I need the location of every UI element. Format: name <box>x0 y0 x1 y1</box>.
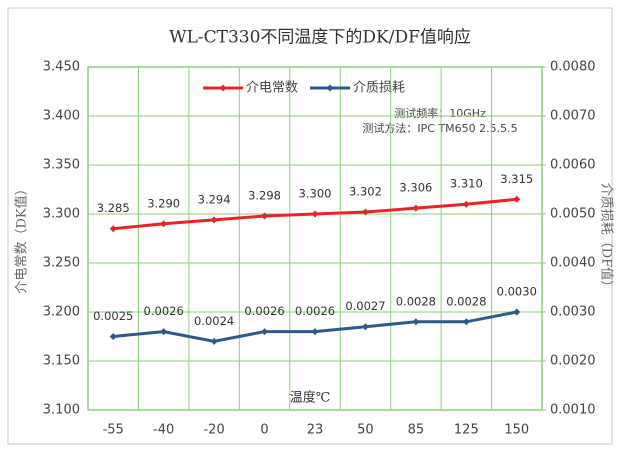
y2-axis-label: 介质损耗（DF值） <box>599 183 615 293</box>
point <box>462 318 470 326</box>
point <box>311 210 319 218</box>
point <box>513 308 521 316</box>
annotation: 测试方法：IPC TM650 2.5.5.5 <box>362 121 517 135</box>
y2-tick-label: 0.0030 <box>550 305 596 320</box>
y-tick-label: 3.400 <box>43 109 80 124</box>
data-label: 3.306 <box>399 181 432 195</box>
data-label: 0.0026 <box>244 304 284 318</box>
y-tick-label: 3.350 <box>43 158 80 173</box>
data-label: 0.0027 <box>345 299 385 313</box>
plot-border <box>87 66 543 411</box>
data-label: 3.310 <box>450 177 483 191</box>
y-tick-label: 3.250 <box>43 256 80 271</box>
point <box>462 200 470 208</box>
y-tick-label: 3.450 <box>43 60 80 75</box>
point <box>210 337 218 345</box>
x-tick-label: 50 <box>357 423 374 438</box>
y2-tick-label: 0.0050 <box>550 207 596 222</box>
point <box>513 195 521 203</box>
x-tick-label: 125 <box>454 423 479 438</box>
legend-label: 介电常数 <box>246 81 298 96</box>
chart-title: WL-CT330不同温度下的DK/DF值响应 <box>169 28 471 48</box>
data-label: 3.290 <box>147 196 180 210</box>
y2-tick-label: 0.0020 <box>550 354 596 369</box>
x-tick-label: -20 <box>203 423 224 438</box>
data-label: 3.285 <box>97 201 130 215</box>
x-tick-label: 150 <box>504 423 529 438</box>
data-label: 3.294 <box>198 192 231 206</box>
data-label: 0.0026 <box>144 304 184 318</box>
data-label: 3.302 <box>349 185 382 199</box>
data-label: 3.300 <box>299 187 332 201</box>
point <box>109 225 117 233</box>
y-tick-label: 3.100 <box>43 403 80 418</box>
y2-tick-label: 0.0060 <box>550 158 596 173</box>
chart-frame <box>7 7 613 445</box>
data-label: 0.0028 <box>396 294 436 308</box>
x-tick-label: 23 <box>307 423 324 438</box>
data-label: 3.298 <box>248 188 281 202</box>
y2-tick-label: 0.0010 <box>550 403 596 418</box>
point <box>160 220 168 228</box>
point <box>311 328 319 336</box>
data-label: 0.0026 <box>295 304 335 318</box>
point <box>210 216 218 224</box>
point <box>412 318 420 326</box>
data-label: 0.0024 <box>194 314 234 328</box>
y-tick-label: 3.200 <box>43 305 80 320</box>
data-label: 0.0028 <box>446 294 486 308</box>
x-tick-label: 0 <box>260 423 268 438</box>
point <box>261 328 269 336</box>
annotation: 测试频率：10GHz <box>394 106 486 120</box>
data-label: 3.315 <box>500 172 533 186</box>
point <box>109 333 117 340</box>
point <box>261 212 269 220</box>
x-tick-label: -40 <box>153 423 174 438</box>
legend-marker <box>219 84 227 92</box>
y-tick-label: 3.300 <box>43 207 80 222</box>
legend-label: 介质损耗 <box>353 81 405 96</box>
x-tick-label: -55 <box>103 423 124 438</box>
point <box>361 323 369 331</box>
point <box>412 204 420 212</box>
x-tick-label: 85 <box>408 423 425 438</box>
data-label: 0.0025 <box>93 309 133 323</box>
y2-tick-label: 0.0080 <box>550 60 596 75</box>
data-label: 0.0030 <box>497 285 537 299</box>
x-axis-label: 温度℃ <box>290 390 331 406</box>
y-axis-label: 介电常数（DK值） <box>14 182 30 293</box>
y-tick-label: 3.150 <box>43 354 80 369</box>
legend-marker <box>326 84 334 92</box>
point <box>361 208 369 216</box>
y2-tick-label: 0.0070 <box>550 109 596 124</box>
point <box>160 328 168 336</box>
y2-tick-label: 0.0040 <box>550 256 596 271</box>
